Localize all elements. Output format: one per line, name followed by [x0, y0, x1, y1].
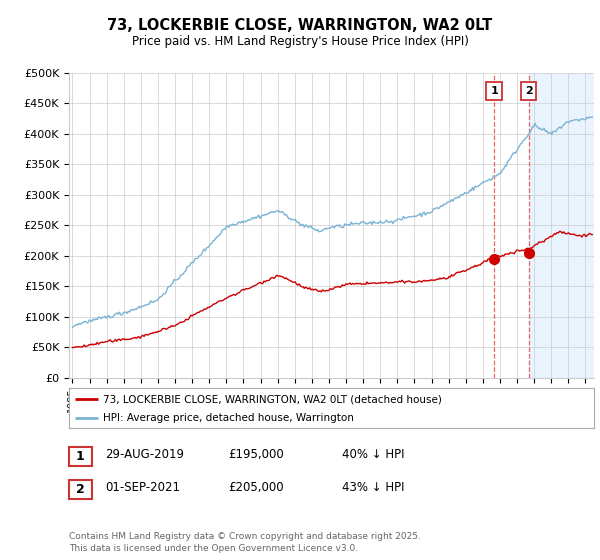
- Text: 73, LOCKERBIE CLOSE, WARRINGTON, WA2 0LT: 73, LOCKERBIE CLOSE, WARRINGTON, WA2 0LT: [107, 18, 493, 32]
- Bar: [529, 73, 594, 378]
- Text: 2: 2: [524, 86, 532, 96]
- Text: Price paid vs. HM Land Registry's House Price Index (HPI): Price paid vs. HM Land Registry's House …: [131, 35, 469, 49]
- Text: £205,000: £205,000: [228, 480, 284, 493]
- Text: 1: 1: [76, 450, 85, 464]
- Text: 43% ↓ HPI: 43% ↓ HPI: [342, 480, 404, 493]
- Text: £195,000: £195,000: [228, 448, 284, 461]
- Text: 40% ↓ HPI: 40% ↓ HPI: [342, 448, 404, 461]
- Text: 2: 2: [76, 483, 85, 496]
- Text: HPI: Average price, detached house, Warrington: HPI: Average price, detached house, Warr…: [103, 413, 354, 423]
- Text: 73, LOCKERBIE CLOSE, WARRINGTON, WA2 0LT (detached house): 73, LOCKERBIE CLOSE, WARRINGTON, WA2 0LT…: [103, 394, 442, 404]
- Text: 01-SEP-2021: 01-SEP-2021: [105, 480, 180, 493]
- Text: 1: 1: [490, 86, 498, 96]
- Text: Contains HM Land Registry data © Crown copyright and database right 2025.
This d: Contains HM Land Registry data © Crown c…: [69, 532, 421, 553]
- Text: 29-AUG-2019: 29-AUG-2019: [105, 448, 184, 461]
